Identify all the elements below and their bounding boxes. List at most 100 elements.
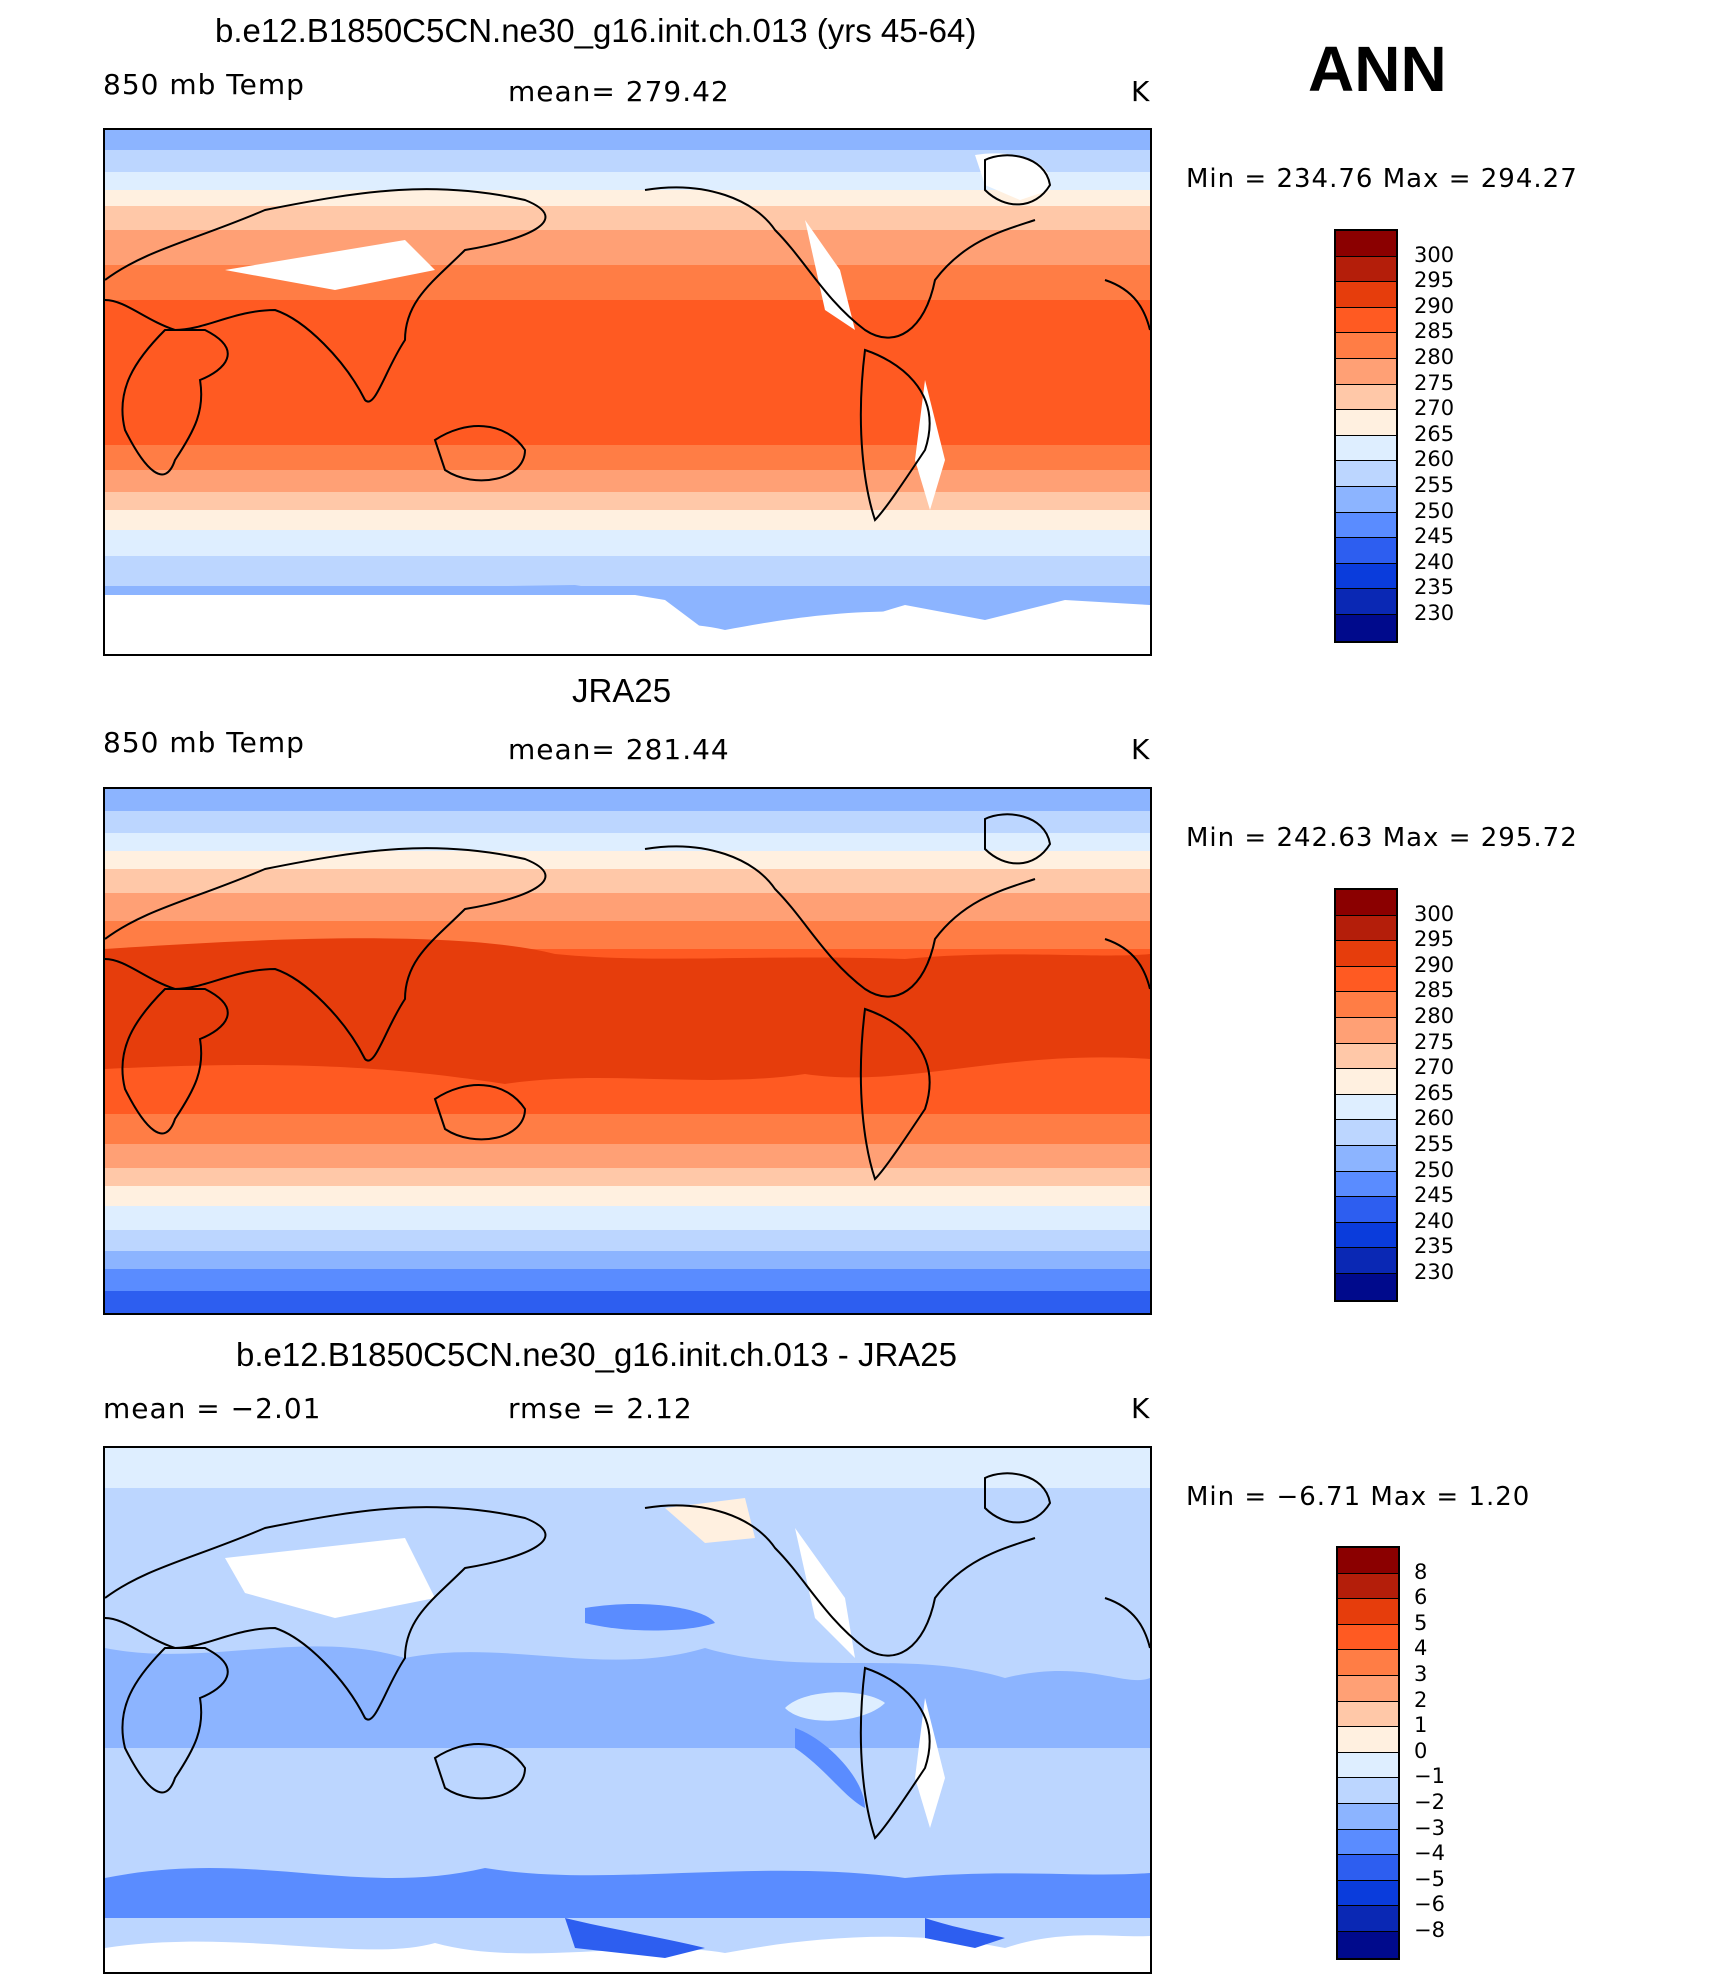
colorbar-tick-label: 3: [1414, 1662, 1428, 1686]
colorbar-swatch: [1336, 1017, 1396, 1044]
panel-1-title: b.e12.B1850C5CN.ne30_g16.init.ch.013 (yr…: [215, 12, 977, 49]
colorbar-swatch: [1336, 538, 1396, 564]
panel-2-map-svg: [105, 789, 1150, 1313]
panel-2-title: JRA25: [572, 672, 672, 709]
panel-3-colorbar: [1336, 1546, 1400, 1960]
colorbar-swatch: [1336, 384, 1396, 411]
colorbar-tick-label: −4: [1414, 1841, 1445, 1866]
colorbar-tick-label: 285: [1414, 319, 1455, 344]
colorbar-swatch: [1336, 1197, 1396, 1223]
colorbar-swatch: [1336, 358, 1396, 385]
colorbar-swatch: [1336, 307, 1396, 334]
colorbar-tick-label: 245: [1414, 524, 1455, 549]
panel-3-map: [103, 1446, 1152, 1974]
colorbar-swatch: [1338, 1727, 1398, 1753]
colorbar-tick-label: 265: [1414, 1080, 1455, 1105]
colorbar-swatch: [1336, 282, 1396, 308]
colorbar-swatch: [1338, 1880, 1398, 1907]
colorbar-tick-label: 300: [1414, 242, 1455, 267]
colorbar-tick-label: 2: [1414, 1687, 1428, 1712]
panel-3-title: b.e12.B1850C5CN.ne30_g16.init.ch.013 - J…: [236, 1336, 957, 1373]
colorbar-tick-label: 290: [1414, 952, 1455, 977]
colorbar-tick-label: −2: [1414, 1790, 1445, 1814]
colorbar-tick-label: 285: [1414, 978, 1455, 1003]
season-label: ANN: [1308, 33, 1447, 105]
panel-3-minmax: Min = −6.71 Max = 1.20: [1186, 1482, 1531, 1512]
colorbar-tick-label: 280: [1414, 1004, 1455, 1028]
panel-2-field-label: 850 mb Temp: [103, 726, 305, 759]
colorbar-swatch: [1338, 1855, 1398, 1881]
colorbar-tick-label: 270: [1414, 1055, 1455, 1080]
colorbar-swatch: [1336, 992, 1396, 1018]
colorbar-swatch: [1338, 1752, 1398, 1779]
colorbar-tick-label: 235: [1414, 1234, 1455, 1259]
colorbar-tick-label: −1: [1414, 1764, 1445, 1789]
colorbar-swatch: [1336, 1145, 1396, 1172]
colorbar-tick-label: 265: [1414, 421, 1455, 446]
colorbar-tick-label: 0: [1414, 1738, 1428, 1763]
panel-1-colorbar: [1334, 229, 1398, 643]
colorbar-swatch: [1336, 966, 1396, 993]
panel-3-units-label: K: [1131, 1392, 1151, 1425]
colorbar-swatch: [1338, 1675, 1398, 1702]
colorbar-swatch: [1336, 1120, 1396, 1146]
colorbar-swatch: [1336, 1069, 1396, 1095]
colorbar-swatch: [1338, 1829, 1398, 1856]
colorbar-tick-label: 275: [1414, 370, 1455, 395]
colorbar-swatch: [1338, 1931, 1398, 1958]
colorbar-swatch: [1336, 435, 1396, 462]
colorbar-swatch: [1336, 231, 1396, 257]
colorbar-tick-label: 255: [1414, 1132, 1455, 1156]
colorbar-tick-label: 5: [1414, 1610, 1428, 1635]
colorbar-tick-label: 230: [1414, 601, 1455, 625]
colorbar-tick-label: 295: [1414, 268, 1455, 293]
colorbar-swatch: [1336, 410, 1396, 436]
colorbar-swatch: [1338, 1650, 1398, 1676]
colorbar-tick-label: 250: [1414, 498, 1455, 523]
colorbar-tick-label: 230: [1414, 1260, 1455, 1284]
colorbar-swatch: [1336, 941, 1396, 967]
colorbar-tick-label: 4: [1414, 1636, 1428, 1661]
panel-2-units-label: K: [1131, 733, 1151, 766]
colorbar-tick-label: 260: [1414, 447, 1455, 472]
colorbar-tick-label: 1: [1414, 1713, 1428, 1738]
colorbar-swatch: [1338, 1778, 1398, 1804]
colorbar-tick-label: 255: [1414, 473, 1455, 497]
colorbar-swatch: [1336, 1043, 1396, 1070]
colorbar-swatch: [1336, 589, 1396, 615]
colorbar-swatch: [1336, 915, 1396, 942]
colorbar-tick-label: 280: [1414, 345, 1455, 369]
colorbar-swatch: [1338, 1906, 1398, 1932]
panel-1-field-label: 850 mb Temp: [103, 68, 305, 101]
colorbar-tick-label: 270: [1414, 396, 1455, 421]
colorbar-swatch: [1336, 1273, 1396, 1300]
colorbar-swatch: [1338, 1573, 1398, 1600]
panel-1-map: [103, 128, 1152, 656]
panel-1-mean-label: mean= 279.42: [508, 75, 730, 108]
colorbar-swatch: [1336, 486, 1396, 513]
colorbar-swatch: [1336, 333, 1396, 359]
panel-1-map-svg: [105, 130, 1150, 654]
panel-2-colorbar: [1334, 888, 1398, 1302]
colorbar-tick-label: 240: [1414, 1208, 1455, 1233]
colorbar-swatch: [1336, 1222, 1396, 1249]
colorbar-swatch: [1336, 563, 1396, 590]
colorbar-tick-label: 8: [1414, 1559, 1428, 1584]
colorbar-swatch: [1338, 1624, 1398, 1651]
colorbar-swatch: [1338, 1701, 1398, 1728]
panel-3-mean-label: mean = −2.01: [103, 1392, 322, 1425]
colorbar-swatch: [1338, 1548, 1398, 1574]
colorbar-swatch: [1336, 512, 1396, 539]
colorbar-tick-label: 260: [1414, 1106, 1455, 1131]
colorbar-swatch: [1338, 1803, 1398, 1830]
colorbar-tick-label: 275: [1414, 1029, 1455, 1054]
colorbar-swatch: [1338, 1599, 1398, 1625]
panel-2-mean-label: mean= 281.44: [508, 733, 730, 766]
colorbar-swatch: [1336, 461, 1396, 487]
colorbar-tick-label: 245: [1414, 1183, 1455, 1208]
colorbar-tick-label: 240: [1414, 549, 1455, 574]
colorbar-swatch: [1336, 1171, 1396, 1198]
panel-3-map-svg: [105, 1448, 1150, 1972]
colorbar-tick-label: −5: [1414, 1866, 1445, 1891]
panel-3-rmse-label: rmse = 2.12: [508, 1392, 693, 1425]
